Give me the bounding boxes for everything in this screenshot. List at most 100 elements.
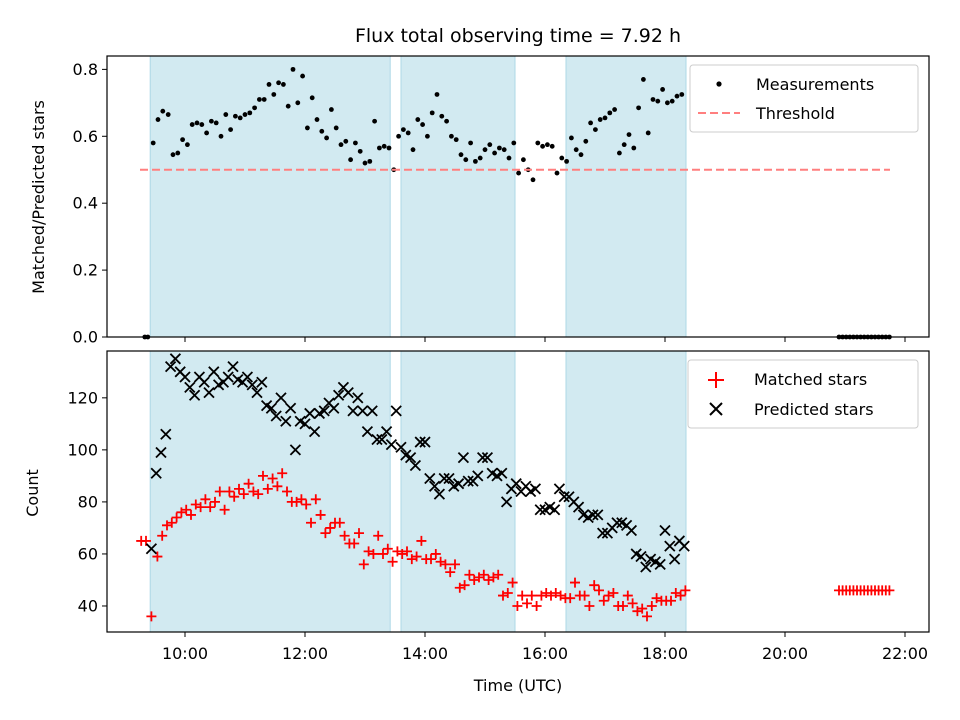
matched-stars-point [440,559,451,570]
observing-window-3 [566,56,686,337]
bottom-y-axis-label: Count [23,469,42,517]
measurements-point [665,100,670,106]
measurements-point [674,93,680,99]
bottom-y-ticks: 40 60 80 100 120 [67,388,107,615]
predicted-stars-point [280,415,292,427]
matched-stars-point [594,585,604,596]
y-tick-label: 80 [78,492,98,511]
y-tick-label: 0.0 [73,328,98,347]
matched-stars-point [171,512,182,523]
measurements-point [449,133,454,139]
measurements-point [233,113,238,119]
matched-stars-point [238,489,249,500]
matched-stars-point [253,489,264,500]
measurements-point [593,127,598,132]
x-tick-label: 10:00 [162,644,208,663]
top-observing-windows [149,56,687,337]
measurements-point [458,152,464,158]
x-tick-label: 20:00 [762,644,808,663]
predicted-stars-point [347,405,359,417]
measurements-point [261,97,267,102]
predicted-stars-point [611,517,623,529]
predicted-stars-point [596,527,609,539]
measurements-point [636,105,641,111]
measurements-point [218,133,224,139]
matched-stars-point [243,478,254,489]
measurements-point [228,127,234,132]
predicted-stars-point [318,405,330,417]
predicted-stars-point [640,561,652,573]
predicted-stars-point [529,483,542,495]
predicted-stars-point [304,407,316,420]
predicted-stars-point [592,509,604,521]
legend-marker-measurements [716,81,722,87]
measurements-point [401,127,406,132]
measurements-point [175,150,181,156]
matched-stars-point [502,587,513,598]
predicted-stars-point [361,426,374,438]
matched-stars-point [680,585,691,596]
predicted-stars-point [668,553,681,565]
bottom-data-marks [136,353,895,622]
measurements-point [501,147,507,153]
measurements-point [669,98,675,104]
measurements-point [237,115,243,121]
top-x-ticks [184,337,906,342]
matched-stars-point [214,486,225,497]
matched-stars-point [675,590,686,601]
matched-stars-point [219,504,230,515]
predicted-stars-point [155,446,167,459]
measurements-point [276,80,281,86]
measurements-point [155,117,161,122]
predicted-stars-point [553,483,566,495]
measurements-point [482,147,488,153]
predicted-stars-point [164,360,177,373]
predicted-stars-point [251,386,263,399]
matched-stars-point [277,468,288,479]
measurements-point [607,110,613,116]
predicted-stars-point [390,405,402,417]
legend-marker-matched-stars [708,372,724,388]
measurements-point [165,112,171,117]
bottom-panel: 40 60 80 100 120 10:00 12:00 14:00 16:00 18:00 20… [23,350,930,695]
matched-stars-point [531,600,542,611]
measurements-point [631,145,637,151]
measurements-point [170,152,176,158]
chart-title: Flux total observing time = 7.92 h [355,25,681,47]
measurements-point [535,140,541,146]
measurements-point [295,100,301,106]
measurements-point [554,170,560,176]
predicted-stars-point [265,402,278,414]
measurements-point [189,122,195,127]
legend-marker-predicted-stars [709,402,723,416]
measurements-point [429,110,435,116]
measurements-point [213,120,219,126]
measurements-point [285,103,291,109]
matched-stars-point [627,598,638,609]
measurements-point [621,142,627,148]
measurements-point [626,132,632,138]
measurements-point [473,158,478,164]
matched-stars-point [450,559,460,570]
predicted-stars-point [366,405,378,417]
measurements-point [271,92,277,97]
matched-stars-point [282,486,292,497]
measurements-point [434,92,440,97]
predicted-stars-point [462,475,474,487]
matched-stars-point [622,590,633,601]
top-legend: Measurements Threshold [689,64,919,133]
predicted-stars-point [385,439,398,451]
measurements-point [242,112,248,117]
predicted-stars-point [198,376,210,388]
matched-stars-point [570,577,580,588]
predicted-stars-point [188,389,201,401]
measurements-point [578,152,584,158]
predicted-stars-point [510,478,522,490]
predicted-stars-point [284,402,297,414]
predicted-stars-point [160,428,172,440]
measurements-point [463,157,469,163]
matched-stars-point [262,483,273,494]
predicted-stars-point [150,467,162,479]
measurements-point [511,140,517,146]
predicted-stars-point [625,524,638,537]
